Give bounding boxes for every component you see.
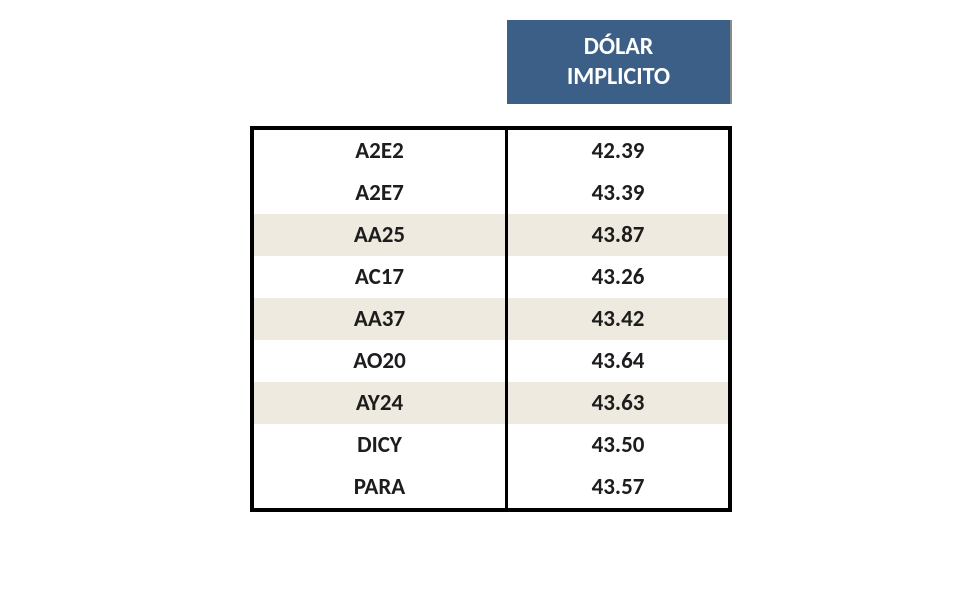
cell-value: 43.87: [508, 214, 728, 256]
header-line2: IMPLICITO: [517, 62, 720, 92]
header-row: DÓLAR IMPLICITO: [250, 20, 732, 104]
header-line1: DÓLAR: [517, 32, 720, 62]
cell-label: AA25: [254, 214, 508, 256]
table-row: DICY43.50: [254, 424, 728, 466]
table-row: AA3743.42: [254, 298, 728, 340]
table-row: A2E242.39: [254, 130, 728, 172]
table-row: PARA43.57: [254, 466, 728, 508]
cell-value: 43.42: [508, 298, 728, 340]
cell-value: 43.39: [508, 172, 728, 214]
cell-label: A2E7: [254, 172, 508, 214]
cell-label: AO20: [254, 340, 508, 382]
table-row: AY2443.63: [254, 382, 728, 424]
cell-label: AC17: [254, 256, 508, 298]
table-container: DÓLAR IMPLICITO A2E242.39A2E743.39AA2543…: [250, 20, 732, 512]
cell-label: PARA: [254, 466, 508, 508]
column-header-dolar-implicito: DÓLAR IMPLICITO: [507, 20, 732, 104]
cell-label: DICY: [254, 424, 508, 466]
table-row: AA2543.87: [254, 214, 728, 256]
cell-value: 43.50: [508, 424, 728, 466]
table-row: AO2043.64: [254, 340, 728, 382]
data-table: A2E242.39A2E743.39AA2543.87AC1743.26AA37…: [250, 126, 732, 512]
cell-value: 43.26: [508, 256, 728, 298]
table-row: AC1743.26: [254, 256, 728, 298]
cell-value: 43.63: [508, 382, 728, 424]
table-row: A2E743.39: [254, 172, 728, 214]
cell-value: 43.64: [508, 340, 728, 382]
cell-value: 42.39: [508, 130, 728, 172]
cell-label: AY24: [254, 382, 508, 424]
cell-value: 43.57: [508, 466, 728, 508]
cell-label: A2E2: [254, 130, 508, 172]
cell-label: AA37: [254, 298, 508, 340]
